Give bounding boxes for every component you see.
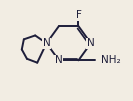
Text: N: N (55, 55, 63, 65)
Text: NH₂: NH₂ (101, 55, 121, 65)
Text: N: N (87, 38, 95, 48)
Text: N: N (43, 38, 50, 48)
Text: F: F (76, 10, 81, 20)
